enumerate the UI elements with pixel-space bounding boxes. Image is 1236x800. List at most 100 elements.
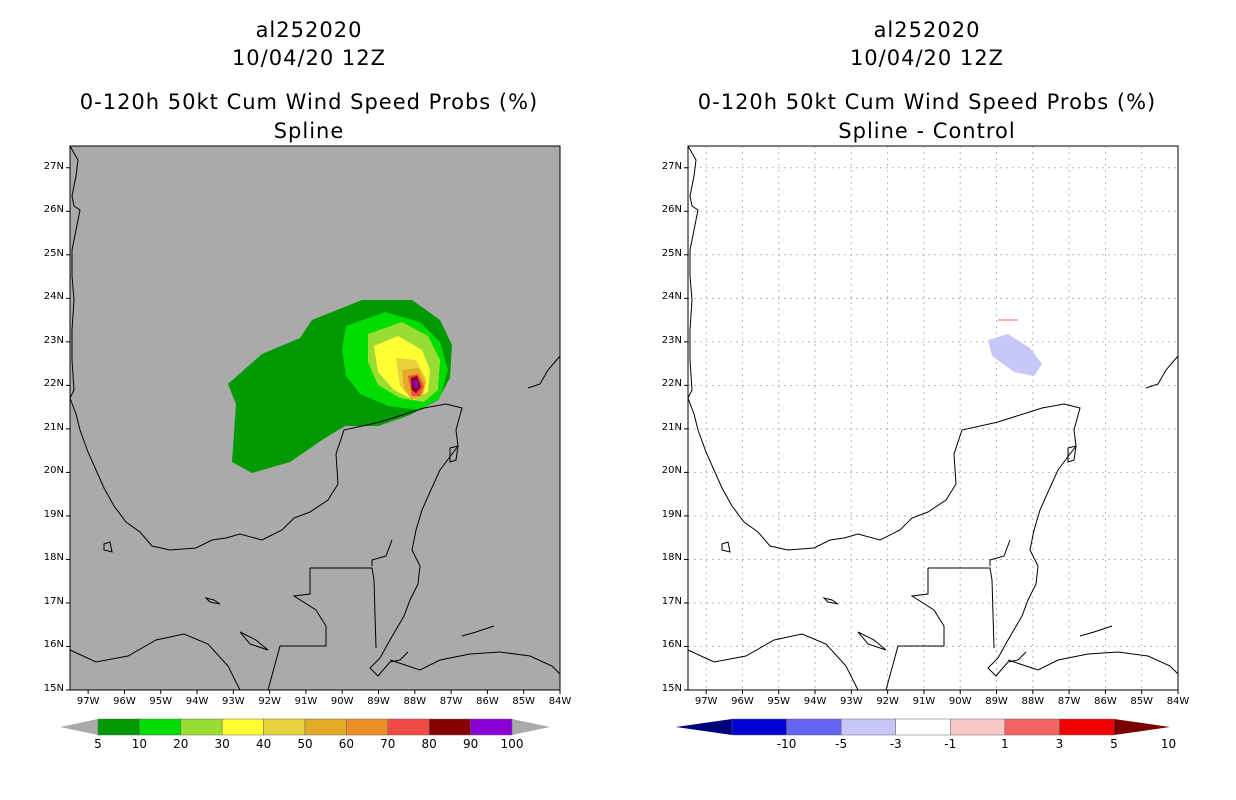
lon-label: 93W: [222, 696, 245, 707]
right-map-panel: al252020 10/04/20 12Z 0-120h 50kt Cum Wi…: [618, 0, 1236, 800]
lon-label: 92W: [876, 696, 899, 707]
left-map-svg: [60, 145, 561, 736]
lat-label: 24N: [661, 291, 682, 303]
lat-label: 22N: [661, 378, 682, 390]
belize-coast: [369, 651, 409, 677]
lat-label: 19N: [43, 508, 64, 520]
map-background: [688, 146, 1178, 690]
colorbar-label: 1: [1001, 737, 1009, 751]
lon-label: 89W: [985, 696, 1008, 707]
lon-label: 88W: [1021, 696, 1045, 707]
storm-id-title: al252020: [873, 18, 981, 42]
lon-label: 96W: [113, 696, 136, 707]
lon-label: 90W: [330, 696, 354, 707]
lat-label: 15N: [661, 683, 682, 694]
colorbar-label: 10: [1160, 737, 1177, 751]
colorbar-label: 40: [255, 737, 272, 751]
colorbar-label: 60: [338, 737, 355, 751]
colorbar-label: 70: [380, 737, 396, 751]
colorbar-segments: [731, 718, 1115, 736]
lat-label: 26N: [661, 204, 682, 216]
colorbar-label: -10: [776, 737, 797, 751]
lon-label: 90W: [948, 696, 972, 707]
caribbean-coast: [1007, 651, 1179, 675]
product-subtitle: Spline: [273, 119, 345, 143]
lat-label: 23N: [43, 334, 64, 346]
colorbar-segment: [470, 718, 513, 736]
colorbar-segment: [428, 718, 471, 736]
lon-label: 97W: [694, 696, 718, 707]
small-island-4: [1079, 625, 1113, 637]
lat-label: 18N: [661, 552, 682, 564]
axis-ticks: [66, 167, 561, 694]
campeche-qroo-border: [989, 539, 1011, 566]
colorbar-segment: [840, 718, 896, 736]
lon-label: 95W: [767, 696, 791, 707]
lat-label: 27N: [43, 160, 64, 172]
small-island-2: [822, 597, 839, 605]
left-map-panel: al252020 10/04/20 12Z 0-120h 50kt Cum Wi…: [43, 18, 572, 751]
lat-label: 24N: [43, 291, 64, 303]
lon-label: 94W: [803, 696, 827, 707]
colorbar-label: -3: [889, 737, 902, 751]
colorbar: [676, 718, 1170, 736]
lon-label: 95W: [149, 696, 173, 707]
small-island-4: [461, 625, 495, 637]
lon-label: 93W: [840, 696, 863, 707]
product-title: 0-120h 50kt Cum Wind Speed Probs (%): [697, 90, 1157, 114]
lat-label: 20N: [43, 465, 64, 477]
lat-label: 16N: [43, 639, 64, 651]
colorbar-label: -1: [944, 737, 957, 751]
colorbar-segment: [304, 718, 347, 736]
pacific-coast: [687, 633, 859, 691]
pacific-coast: [69, 633, 241, 691]
colorbar-left-arrow: [60, 719, 98, 735]
lon-label: 91W: [294, 696, 318, 707]
lat-label: 20N: [661, 465, 682, 477]
guatemala-west-border: [267, 568, 327, 691]
lat-label: 16N: [661, 639, 682, 651]
belize-coast: [987, 651, 1027, 677]
storm-id-title: al252020: [255, 18, 363, 42]
colorbar-segment: [1004, 718, 1060, 736]
map-frame: [69, 145, 561, 691]
lon-label: 84W: [548, 696, 572, 707]
coastlines: [687, 145, 1179, 691]
colorbar-segment: [346, 718, 389, 736]
colorbar-label: 100: [500, 737, 524, 751]
datetime-title: 10/04/20 12Z: [231, 46, 387, 70]
cuba-coast: [1145, 355, 1179, 389]
colorbar-label: 90: [462, 737, 479, 751]
lat-label: 25N: [661, 247, 682, 259]
colorbar-left-arrow: [676, 719, 732, 735]
colorbar-label: 5: [1110, 737, 1118, 751]
small-island-1: [721, 541, 731, 553]
lat-label: 21N: [43, 421, 64, 433]
axis-ticks: [684, 167, 1179, 694]
lon-label: 85W: [1130, 696, 1154, 707]
lon-label: 96W: [731, 696, 754, 707]
lat-label: 25N: [43, 247, 64, 259]
campeche-qroo-border: [371, 539, 393, 566]
contour-90pct: [413, 380, 418, 388]
colorbar-label: 10: [131, 737, 148, 751]
lat-label: 17N: [661, 595, 682, 607]
difference-contour-minus1: [988, 334, 1042, 376]
guatemala-mexico-border: [928, 567, 995, 649]
lon-label: 94W: [185, 696, 209, 707]
guatemala-mexico-border: [310, 567, 377, 649]
lat-label: 18N: [43, 552, 64, 564]
colorbar-segment: [387, 718, 430, 736]
small-island-2: [204, 597, 221, 605]
lon-label: 88W: [403, 696, 427, 707]
colorbar-label: 50: [297, 737, 313, 751]
small-island-1: [103, 541, 113, 553]
cozumel: [1067, 445, 1077, 463]
colorbar-segments: [97, 718, 513, 736]
colorbar-label: 30: [214, 737, 230, 751]
lon-label: 89W: [367, 696, 390, 707]
lat-label: 17N: [43, 595, 64, 607]
colorbar-segment: [731, 718, 787, 736]
small-island-3: [239, 631, 269, 651]
colorbar-segment: [221, 718, 264, 736]
